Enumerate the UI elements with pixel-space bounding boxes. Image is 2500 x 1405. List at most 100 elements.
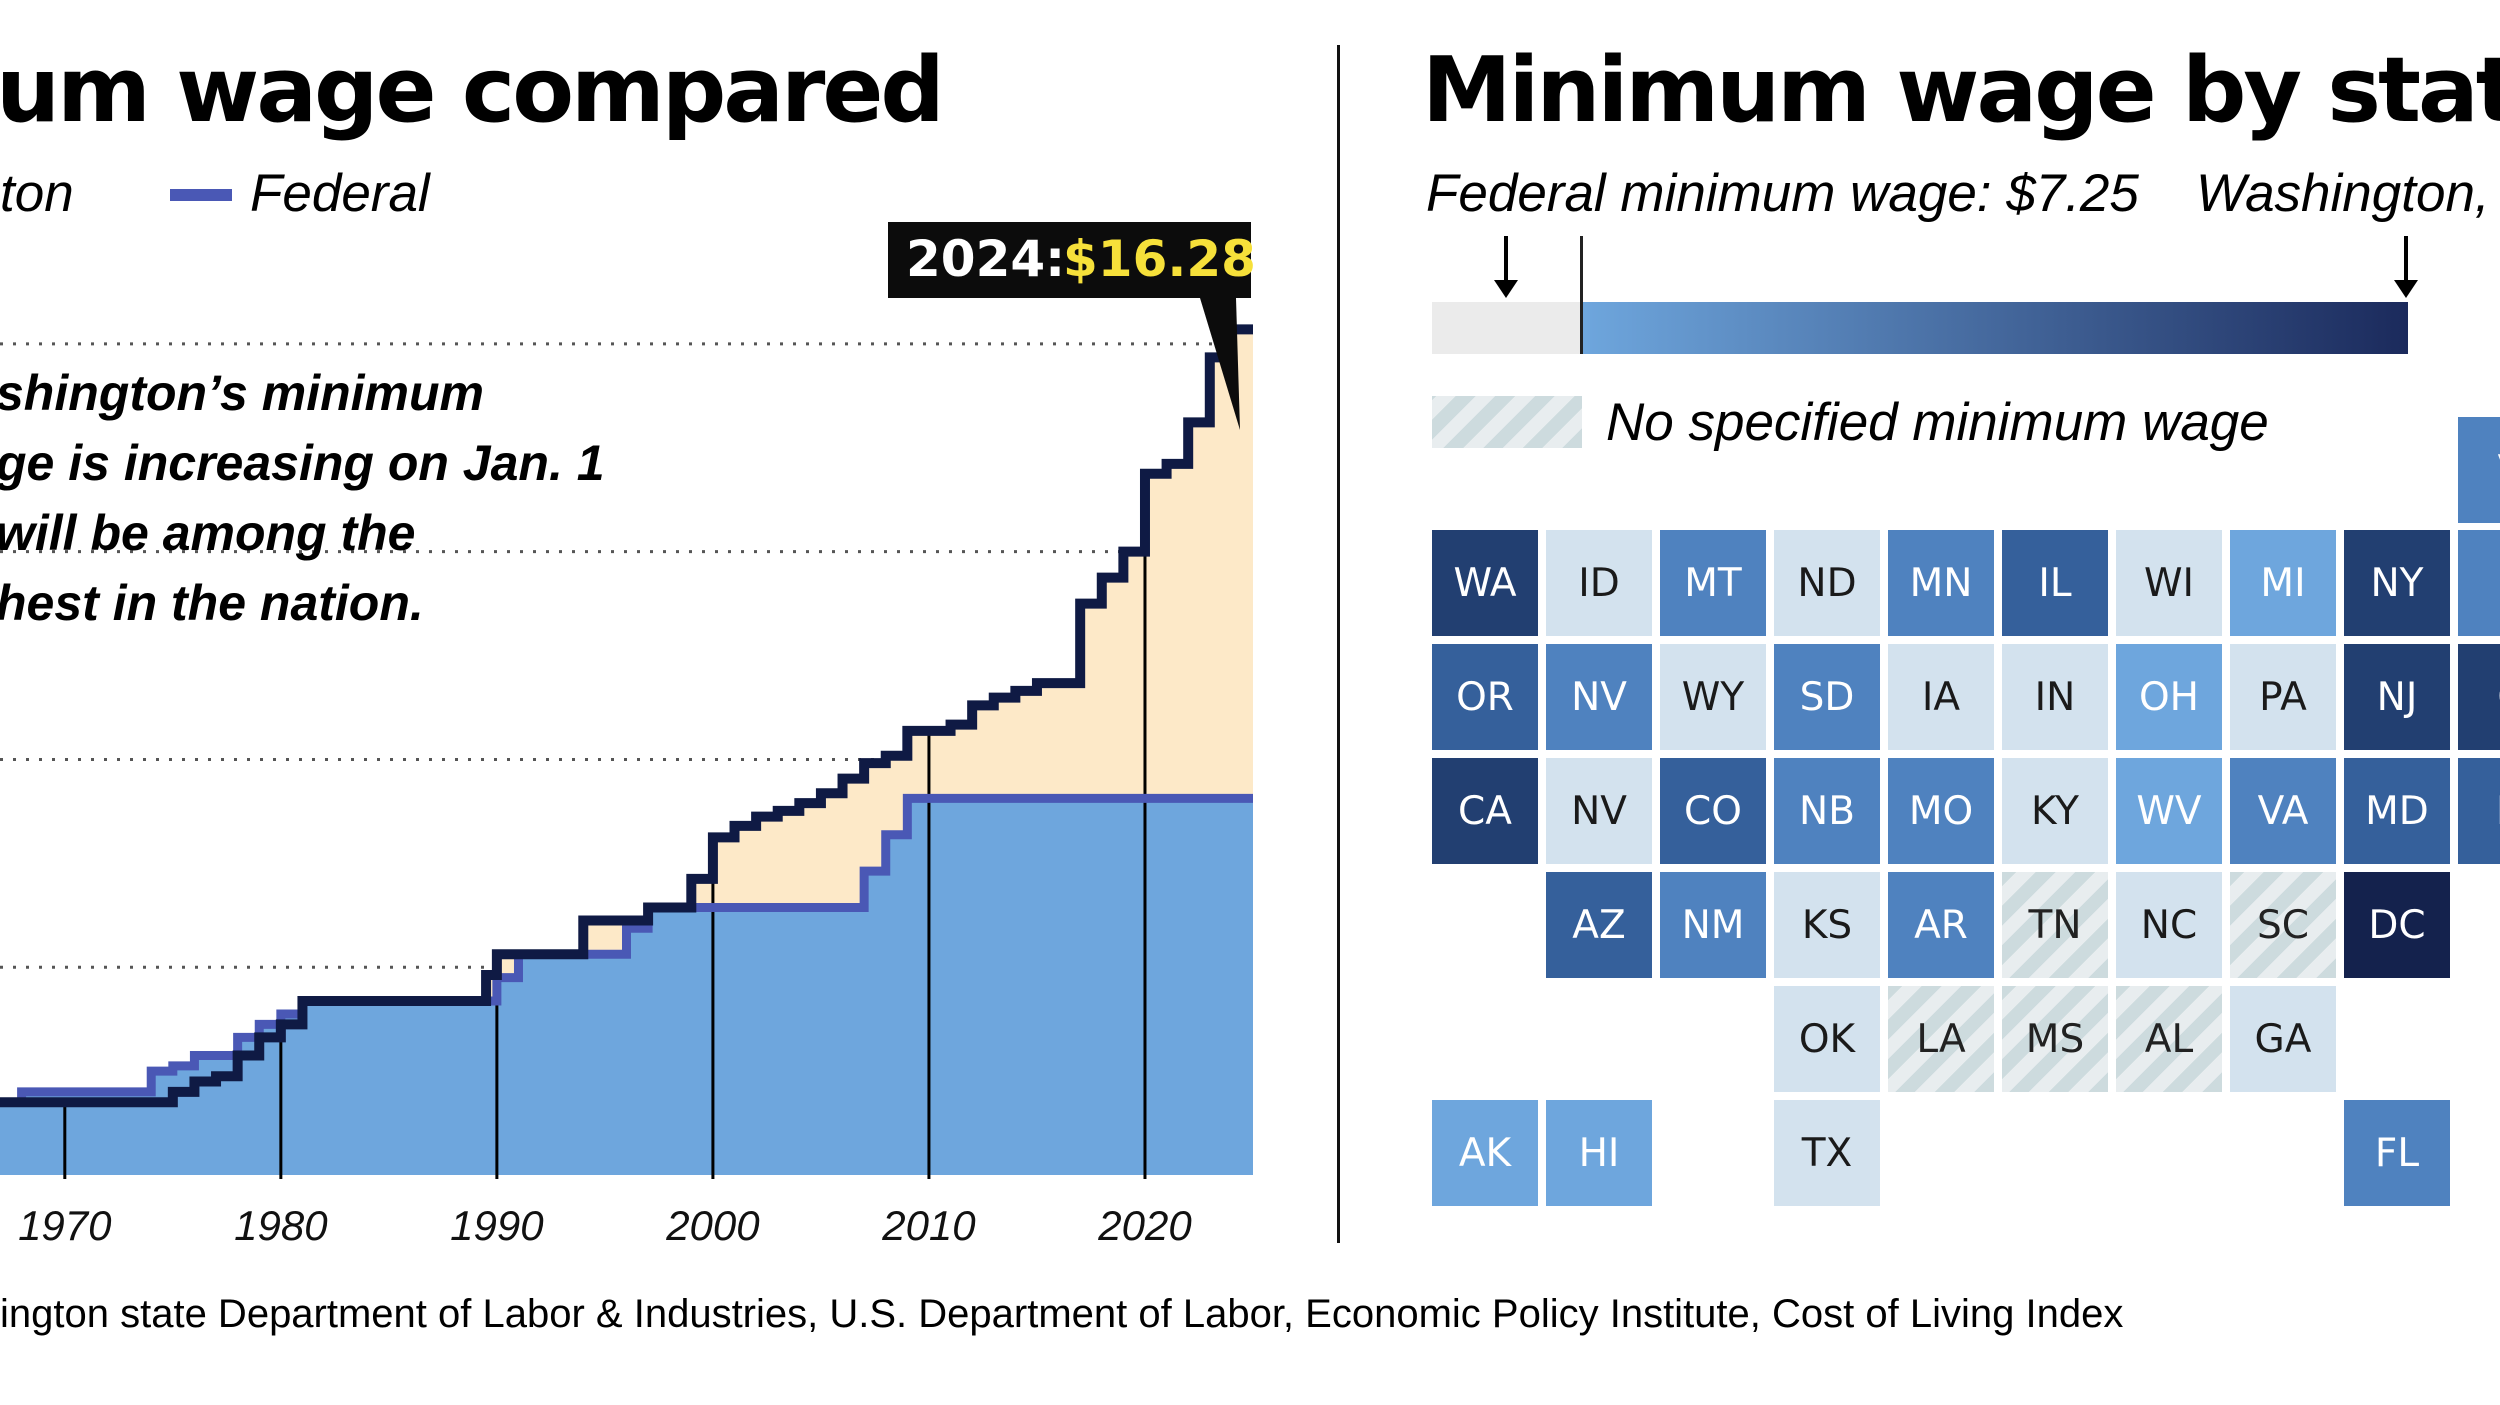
state-tile-ga: GA: [2230, 986, 2336, 1092]
state-tile-id: ID: [1546, 530, 1652, 636]
right-title: Minimum wage by state: [1422, 38, 2500, 143]
state-tile-label: PA: [2259, 674, 2307, 720]
callout-box: [888, 222, 1251, 298]
state-tile-label: AK: [1458, 1130, 1512, 1176]
state-tile-label: MS: [2025, 1016, 2085, 1062]
washington-line: [0, 324, 1253, 1108]
annotation-line-1: shington’s minimum: [0, 365, 484, 421]
state-tile-label: NB: [1799, 788, 1855, 834]
annotation-line-3: will be among the: [0, 505, 416, 561]
state-tile-md: MD: [2344, 758, 2450, 864]
state-tile-mi: MI: [2230, 530, 2336, 636]
state-tile-label: TN: [2028, 902, 2082, 948]
federal-area: [0, 798, 1253, 1175]
state-tile-mt: MT: [1660, 530, 1766, 636]
scale-arrow-washington: [2404, 236, 2408, 284]
state-tile-wi: WI: [2116, 530, 2222, 636]
state-tile-pa: PA: [2230, 644, 2336, 750]
state-tile-label: V: [2498, 448, 2500, 493]
state-tile-label: HI: [1578, 1130, 1620, 1176]
state-tile-label: NC: [2140, 902, 2198, 948]
state-tile-c: C: [2458, 644, 2500, 750]
scale-arrow-federal: [1504, 236, 1508, 284]
state-tile-wy: WY: [1660, 644, 1766, 750]
state-tile-label: CA: [1458, 788, 1512, 834]
state-tile-nc: NC: [2116, 872, 2222, 978]
state-tile-nj: NJ: [2344, 644, 2450, 750]
state-tile-label: IN: [2034, 674, 2076, 720]
state-tile-mo: MO: [1888, 758, 1994, 864]
state-tile-ms: MS: [2002, 986, 2108, 1092]
state-tile-az: AZ: [1546, 872, 1652, 978]
state-tile-v: V: [2458, 417, 2500, 523]
callout-value: $16.28: [1063, 230, 1256, 288]
source-text: ington state Department of Labor & Indus…: [0, 1292, 2124, 1336]
state-tile-label: FL: [2374, 1130, 2420, 1176]
state-tile-label: DC: [2368, 902, 2426, 948]
state-tile-d: D: [2458, 758, 2500, 864]
state-tile-label: MD: [2365, 788, 2429, 834]
state-tile-ny: NY: [2344, 530, 2450, 636]
state-tile-label: NV: [1571, 788, 1627, 834]
state-tile-label: KS: [1801, 902, 1853, 948]
state-tile-label: NM: [1681, 902, 1745, 948]
state-tile-tx: TX: [1774, 1100, 1880, 1206]
state-tile-label: IA: [1921, 674, 1961, 720]
state-tile-label: MN: [1909, 560, 1973, 606]
state-tile-label: C: [2497, 675, 2500, 720]
state-tile-label: OH: [2138, 674, 2200, 720]
state-tile-label: NJ: [2376, 674, 2418, 720]
scale-label-washington: Washington,: [2196, 164, 2490, 223]
legend-label-federal: Federal: [250, 164, 430, 223]
annotation-line-2: ge is increasing on Jan. 1: [0, 435, 605, 491]
state-tile-label: KY: [2030, 788, 2079, 834]
scale-federal-marker: [1580, 236, 1583, 354]
state-tile-label: MO: [1908, 788, 1974, 834]
x-tick-label: 2000: [665, 1202, 760, 1249]
state-tile-label: GA: [2254, 1016, 2312, 1062]
state-tile-la: LA: [1888, 986, 1994, 1092]
state-tile-or: OR: [1432, 644, 1538, 750]
state-tile-label: WI: [2143, 560, 2195, 606]
state-tile-label: CO: [1684, 788, 1742, 834]
state-tile-nv: NV: [1546, 758, 1652, 864]
scale-bar-below-federal: [1432, 302, 1582, 354]
state-tile-label: WY: [1681, 674, 1745, 720]
state-tile-il: IL: [2002, 530, 2108, 636]
state-tile-hi: HI: [1546, 1100, 1652, 1206]
state-tile-label: AR: [1914, 902, 1968, 948]
x-tick-label: 2020: [1097, 1202, 1192, 1249]
legend-label-washington: ton: [0, 164, 74, 223]
state-tile-label: MT: [1684, 560, 1742, 606]
state-tile-label: AL: [2144, 1016, 2194, 1062]
state-tile-p: P: [2458, 530, 2500, 636]
state-tile-label: ID: [1578, 560, 1620, 606]
state-tile-fl: FL: [2344, 1100, 2450, 1206]
state-tile-label: AZ: [1572, 902, 1626, 948]
state-tile-in: IN: [2002, 644, 2108, 750]
scale-bar-gradient: [1583, 302, 2408, 354]
state-tile-nv: NV: [1546, 644, 1652, 750]
no-wage-label: No specified minimum wage: [1606, 393, 2269, 452]
state-tile-label: OR: [1456, 674, 1514, 720]
annotation-line-4: hest in the nation.: [0, 575, 424, 631]
state-tile-dc: DC: [2344, 872, 2450, 978]
state-tile-label: D: [2496, 789, 2500, 834]
state-tile-ar: AR: [1888, 872, 1994, 978]
legend-swatch-federal: [170, 189, 232, 201]
no-wage-swatch: [1432, 396, 1582, 448]
state-tile-ks: KS: [1774, 872, 1880, 978]
state-tile-label: TX: [1801, 1130, 1853, 1176]
state-tile-label: SC: [2257, 902, 2309, 948]
state-tile-ca: CA: [1432, 758, 1538, 864]
panel-divider: [1337, 45, 1340, 1243]
state-tile-ky: KY: [2002, 758, 2108, 864]
state-tile-mn: MN: [1888, 530, 1994, 636]
state-tile-label: NY: [2370, 560, 2424, 606]
state-tile-nb: NB: [1774, 758, 1880, 864]
state-tile-label: WV: [2136, 788, 2202, 834]
state-tile-al: AL: [2116, 986, 2222, 1092]
x-tick-label: 1970: [18, 1202, 112, 1249]
